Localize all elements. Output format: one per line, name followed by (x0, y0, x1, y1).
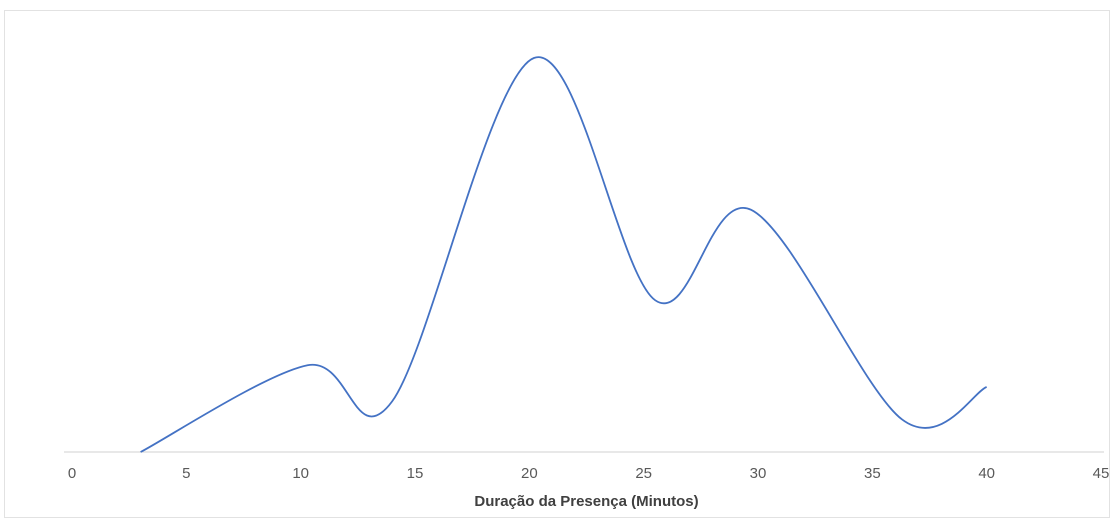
x-tick-label: 35 (864, 465, 881, 482)
x-tick-label: 0 (68, 465, 76, 482)
x-tick-label: 5 (182, 465, 190, 482)
x-tick-label: 20 (521, 465, 538, 482)
x-axis-title: Duração da Presença (Minutos) (474, 493, 698, 510)
x-tick-label: 10 (292, 465, 309, 482)
chart-frame (4, 10, 1110, 518)
x-tick-label: 25 (635, 465, 652, 482)
x-tick-label: 40 (978, 465, 995, 482)
series-line (140, 56, 988, 453)
x-tick-labels: 0 5 10 15 20 25 30 35 40 45 (68, 465, 1110, 482)
x-tick-label: 45 (1093, 465, 1110, 482)
x-tick-label: 15 (407, 465, 424, 482)
x-tick-label: 30 (750, 465, 767, 482)
